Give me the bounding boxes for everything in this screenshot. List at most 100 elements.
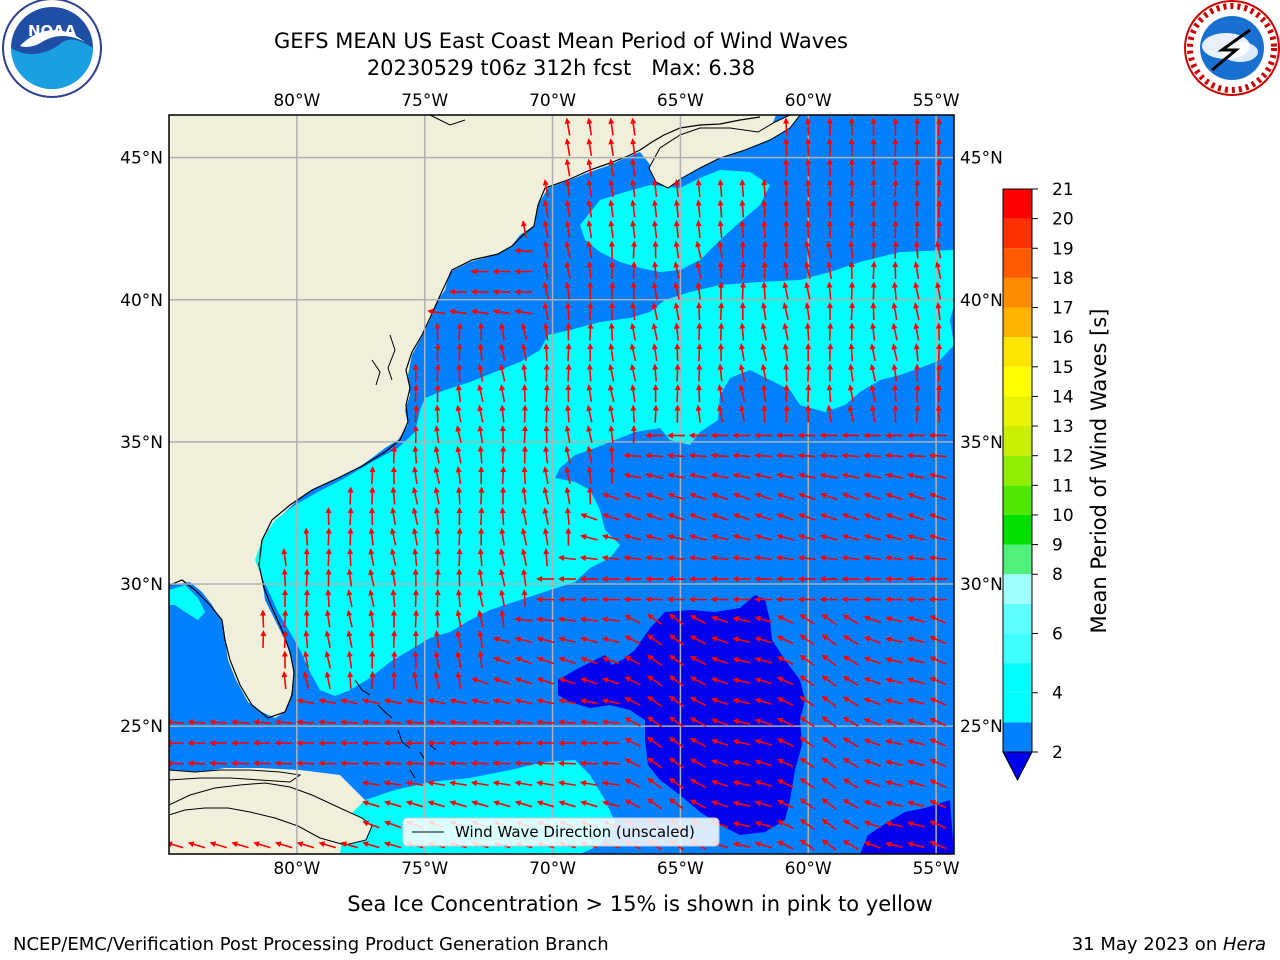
wave-arrow xyxy=(842,717,859,728)
wave-arrow xyxy=(318,698,337,705)
wave-arrow xyxy=(842,635,859,646)
wave-arrow xyxy=(304,568,311,587)
wave-arrow xyxy=(668,695,684,708)
wave-arrow xyxy=(695,220,702,239)
wave-arrow xyxy=(754,596,773,603)
wave-arrow xyxy=(601,800,620,808)
wave-arrow xyxy=(935,281,942,300)
wave-arrow xyxy=(499,404,506,423)
wave-arrow xyxy=(826,179,833,198)
wave-arrow xyxy=(841,472,860,479)
wave-arrow xyxy=(456,548,463,567)
wave-arrow xyxy=(754,718,773,726)
wave-arrow xyxy=(710,596,729,603)
wave-arrow xyxy=(536,719,555,726)
wave-arrow xyxy=(340,698,358,705)
wave-arrow xyxy=(907,718,925,726)
wave-arrow xyxy=(361,760,380,767)
wave-arrow xyxy=(499,568,506,587)
wave-arrow xyxy=(711,636,729,644)
wave-arrow xyxy=(405,739,424,746)
wave-arrow xyxy=(732,800,751,807)
wave-arrow xyxy=(608,179,615,198)
wave-arrow xyxy=(645,452,664,459)
wave-arrow xyxy=(666,432,685,439)
wave-arrow xyxy=(520,527,528,546)
wave-arrow xyxy=(433,466,441,484)
wave-arrow xyxy=(536,739,555,746)
colorbar-segment xyxy=(1003,514,1032,545)
wave-arrow xyxy=(456,363,463,382)
wave-arrow xyxy=(761,179,768,198)
wave-arrow xyxy=(601,760,620,767)
wave-arrow xyxy=(274,739,293,746)
colorbar-segment xyxy=(1003,633,1032,664)
wave-arrow xyxy=(696,363,703,382)
colorbar-segment xyxy=(1003,366,1032,397)
wave-arrow xyxy=(405,760,424,767)
wave-arrow xyxy=(390,486,397,505)
wave-arrow xyxy=(805,117,812,136)
wave-arrow xyxy=(449,800,467,808)
wave-arrow xyxy=(928,533,947,541)
wave-arrow xyxy=(455,425,462,443)
colorbar-tick-label: 14 xyxy=(1052,387,1074,407)
wave-arrow xyxy=(739,179,746,198)
wave-arrow xyxy=(696,322,703,341)
wave-arrow xyxy=(689,717,707,727)
wave-arrow xyxy=(608,343,615,362)
wave-arrow xyxy=(427,739,446,746)
wave-arrow xyxy=(630,199,637,218)
wave-arrow xyxy=(579,575,598,582)
wave-arrow xyxy=(645,513,663,521)
wave-arrow xyxy=(456,507,463,526)
wave-arrow xyxy=(696,343,703,362)
wave-arrow xyxy=(608,425,615,444)
wave-arrow xyxy=(361,780,380,787)
wave-arrow xyxy=(347,486,354,505)
wave-arrow xyxy=(884,596,903,603)
wave-arrow xyxy=(281,650,288,669)
wave-arrow xyxy=(783,117,790,136)
wave-arrow xyxy=(754,841,773,849)
wave-arrow xyxy=(754,697,773,705)
wave-arrow xyxy=(689,676,707,686)
wave-arrow xyxy=(361,698,380,705)
wave-arrow xyxy=(820,513,838,521)
wave-arrow xyxy=(799,675,815,687)
wave-arrow xyxy=(907,636,925,644)
wave-arrow xyxy=(783,158,790,177)
wave-arrow xyxy=(821,613,837,626)
wave-arrow xyxy=(826,302,833,321)
colorbar-segment xyxy=(1003,663,1032,693)
wave-arrow xyxy=(325,589,332,608)
wave-arrow xyxy=(863,432,882,439)
wave-arrow xyxy=(647,634,663,646)
wave-arrow xyxy=(434,507,441,526)
wave-arrow xyxy=(717,261,724,280)
wave-arrow xyxy=(542,281,550,300)
wave-arrow xyxy=(347,548,354,567)
wave-arrow xyxy=(448,288,467,295)
wave-arrow xyxy=(390,466,397,485)
wave-arrow xyxy=(782,322,789,341)
wave-arrow xyxy=(536,616,555,623)
wave-arrow xyxy=(346,609,353,628)
wave-arrow xyxy=(914,138,921,157)
wave-arrow xyxy=(885,513,903,521)
wave-arrow xyxy=(732,739,751,746)
wave-arrow xyxy=(738,384,746,402)
wave-arrow xyxy=(434,343,441,362)
wave-arrow xyxy=(798,513,816,521)
wave-arrow xyxy=(695,261,702,280)
wave-arrow xyxy=(405,780,424,787)
wave-arrow xyxy=(885,492,903,501)
wave-arrow xyxy=(805,404,812,423)
wave-arrow xyxy=(405,800,424,808)
wave-arrow xyxy=(434,527,441,546)
wave-arrow xyxy=(804,281,811,300)
wave-arrow xyxy=(776,533,794,541)
wave-arrow xyxy=(754,533,773,541)
wave-arrow xyxy=(427,800,446,808)
